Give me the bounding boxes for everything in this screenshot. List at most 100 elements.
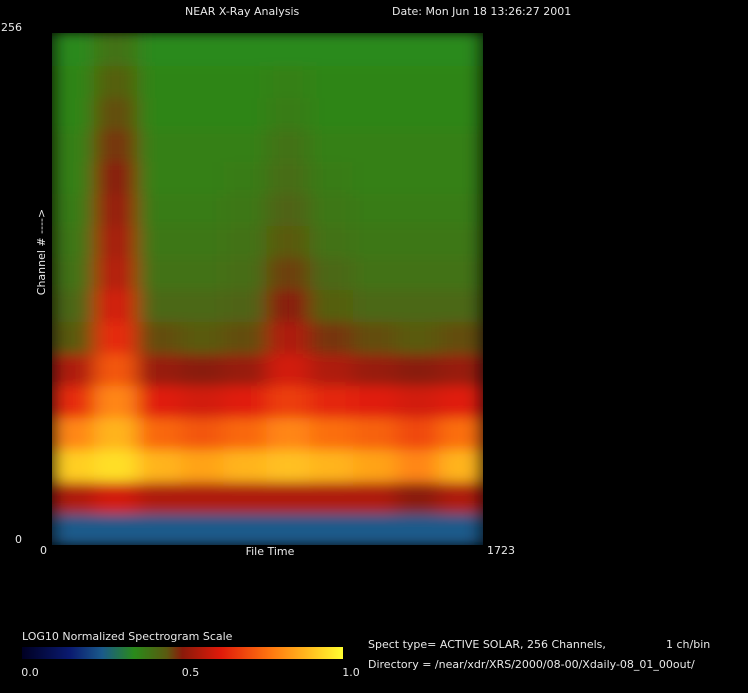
cell bbox=[180, 384, 226, 418]
cell bbox=[137, 192, 183, 226]
cell bbox=[94, 352, 140, 386]
cell bbox=[137, 416, 183, 450]
cell bbox=[309, 33, 355, 66]
cell bbox=[52, 96, 97, 130]
cell bbox=[94, 96, 140, 130]
cell bbox=[352, 416, 398, 450]
cell bbox=[180, 512, 226, 545]
cell bbox=[52, 448, 97, 482]
cell bbox=[52, 256, 97, 290]
cell bbox=[395, 96, 441, 130]
y-tick-label: 256 bbox=[1, 21, 22, 34]
cell bbox=[266, 128, 312, 162]
cell bbox=[223, 128, 269, 162]
cell bbox=[309, 192, 355, 226]
cell bbox=[180, 416, 226, 450]
cell bbox=[352, 256, 398, 290]
cell bbox=[266, 224, 312, 258]
cell bbox=[438, 448, 483, 482]
spect-info: Spect type= ACTIVE SOLAR, 256 Channels, bbox=[368, 638, 606, 651]
cell bbox=[266, 33, 312, 66]
cell bbox=[266, 416, 312, 450]
cell bbox=[395, 512, 441, 545]
cell bbox=[266, 160, 312, 194]
cell bbox=[309, 96, 355, 130]
cell bbox=[395, 256, 441, 290]
cell bbox=[352, 480, 398, 514]
cell bbox=[180, 33, 226, 66]
cell bbox=[309, 64, 355, 98]
cell bbox=[266, 288, 312, 322]
cell bbox=[180, 352, 226, 386]
cell bbox=[352, 320, 398, 354]
cell bbox=[266, 448, 312, 482]
cell bbox=[438, 128, 483, 162]
cell bbox=[352, 224, 398, 258]
cell bbox=[137, 96, 183, 130]
cell bbox=[94, 512, 140, 545]
cell bbox=[395, 320, 441, 354]
cell bbox=[309, 224, 355, 258]
cell bbox=[52, 128, 97, 162]
cell bbox=[352, 64, 398, 98]
colorbar-tick-label: 1.0 bbox=[342, 666, 360, 679]
directory-info: Directory = /near/xdr/XRS/2000/08-00/Xda… bbox=[368, 658, 695, 671]
colorbar-tick-label: 0.5 bbox=[182, 666, 200, 679]
cell bbox=[309, 384, 355, 418]
cell bbox=[266, 480, 312, 514]
cell bbox=[352, 128, 398, 162]
cell bbox=[438, 352, 483, 386]
cell bbox=[309, 416, 355, 450]
cell bbox=[309, 480, 355, 514]
cell bbox=[223, 160, 269, 194]
cell bbox=[180, 480, 226, 514]
cell bbox=[94, 256, 140, 290]
date: Date: Mon Jun 18 13:26:27 2001 bbox=[392, 5, 571, 18]
cell bbox=[352, 288, 398, 322]
cell bbox=[52, 224, 97, 258]
cell bbox=[94, 224, 140, 258]
cell bbox=[223, 192, 269, 226]
cell bbox=[52, 320, 97, 354]
cell bbox=[137, 224, 183, 258]
cell bbox=[180, 320, 226, 354]
cell bbox=[223, 320, 269, 354]
colorbar-tick-label: 0.0 bbox=[21, 666, 39, 679]
cell bbox=[223, 448, 269, 482]
cell bbox=[223, 96, 269, 130]
cell bbox=[52, 160, 97, 194]
title: NEAR X-Ray Analysis bbox=[185, 5, 300, 18]
cell bbox=[266, 320, 312, 354]
cell bbox=[137, 512, 183, 545]
cell bbox=[395, 128, 441, 162]
cell bbox=[438, 160, 483, 194]
cell bbox=[395, 224, 441, 258]
cell bbox=[223, 64, 269, 98]
colorbar bbox=[22, 647, 343, 659]
cell bbox=[309, 448, 355, 482]
cell bbox=[94, 192, 140, 226]
cell bbox=[223, 512, 269, 545]
cell bbox=[352, 33, 398, 66]
cell bbox=[52, 288, 97, 322]
cell bbox=[352, 384, 398, 418]
cell bbox=[352, 96, 398, 130]
cell bbox=[438, 480, 483, 514]
cell bbox=[438, 320, 483, 354]
cell bbox=[52, 416, 97, 450]
cell bbox=[352, 160, 398, 194]
cell bbox=[94, 480, 140, 514]
cell bbox=[223, 224, 269, 258]
cell bbox=[137, 160, 183, 194]
cell bbox=[309, 128, 355, 162]
y-tick-label: 0 bbox=[15, 533, 22, 546]
cell bbox=[137, 256, 183, 290]
cell bbox=[94, 64, 140, 98]
colorbar-title: LOG10 Normalized Spectrogram Scale bbox=[22, 630, 233, 643]
cell bbox=[309, 160, 355, 194]
cell bbox=[180, 96, 226, 130]
cell bbox=[137, 33, 183, 66]
cell bbox=[52, 192, 97, 226]
cell bbox=[395, 288, 441, 322]
cell bbox=[309, 352, 355, 386]
